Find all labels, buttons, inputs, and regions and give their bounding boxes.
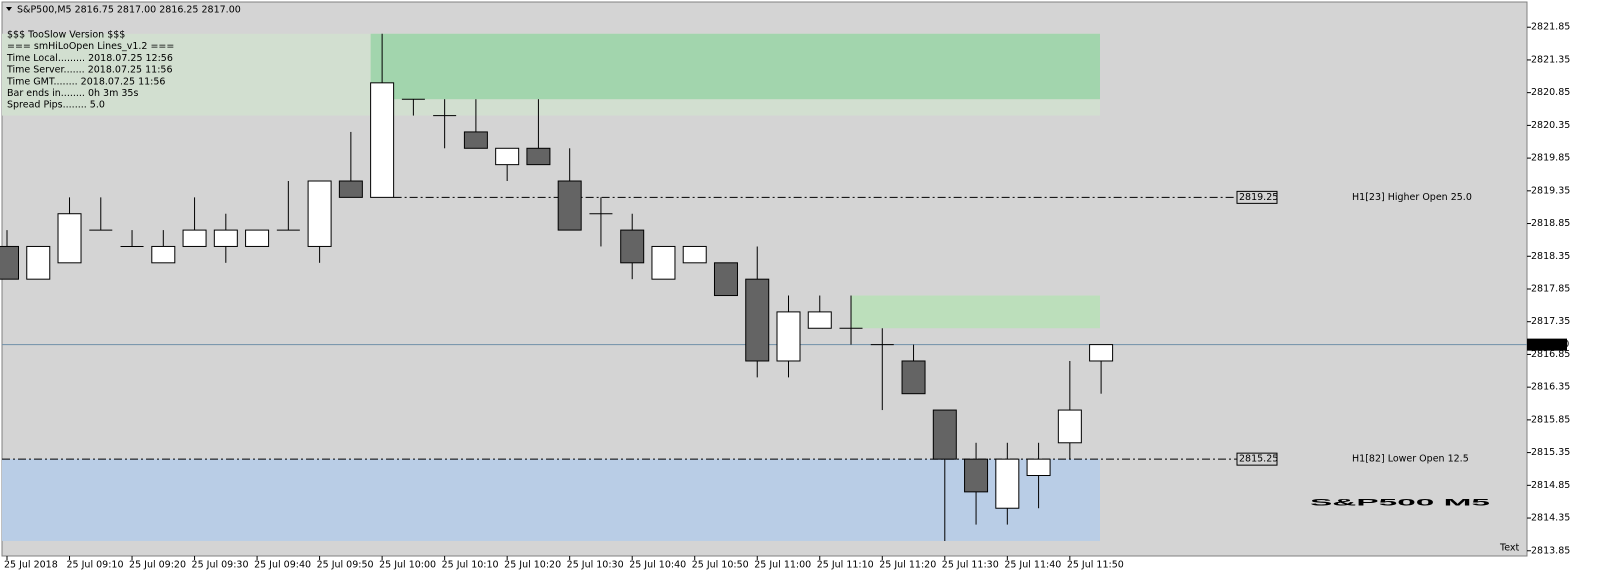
y-tick-label: 2814.85 — [1531, 480, 1570, 491]
x-tick-label: 25 Jul 10:30 — [567, 560, 624, 571]
candle-body — [307, 180, 332, 247]
level-label: H1[82] Lower Open 12.5 — [1352, 454, 1469, 465]
candle-body — [1057, 409, 1082, 444]
y-tick-label: 2819.35 — [1531, 185, 1570, 196]
candle-body — [151, 245, 176, 264]
x-tick-label: 25 Jul 11:20 — [879, 560, 936, 571]
level-value: 2815.25 — [1239, 454, 1278, 465]
level-box — [1236, 452, 1278, 466]
x-tick-label: 25 Jul 09:20 — [129, 560, 186, 571]
x-tick-label: 25 Jul 09:10 — [67, 560, 124, 571]
candle-body — [463, 131, 488, 149]
info-line: Time Local......... 2018.07.25 12:56 — [6, 53, 173, 64]
x-tick-label: 25 Jul 11:10 — [817, 560, 874, 571]
y-tick-label: 2814.35 — [1531, 513, 1570, 524]
y-tick-label: 2820.35 — [1531, 120, 1570, 131]
candle-body — [557, 180, 582, 231]
x-tick-label: 25 Jul 11:40 — [1004, 560, 1061, 571]
candle-body — [338, 180, 363, 198]
candle-body — [807, 311, 832, 329]
info-line: Bar ends in........ 0h 3m 35s — [7, 88, 138, 99]
candle-body — [526, 147, 551, 166]
x-tick-label: 25 Jul 10:20 — [504, 560, 561, 571]
x-tick-label: 25 Jul 11:50 — [1067, 560, 1124, 571]
x-tick-label: 25 Jul 10:00 — [379, 560, 436, 571]
info-line: Time Server....... 2018.07.25 11:56 — [6, 65, 173, 76]
y-tick-label: 2815.85 — [1531, 414, 1570, 425]
info-line: === smHiLoOpen Lines_v1.2 === — [7, 41, 174, 52]
y-tick-label: 2821.35 — [1531, 54, 1570, 65]
price-tag — [1527, 338, 1567, 351]
x-tick-label: 25 Jul 2018 — [4, 560, 58, 571]
candle-body — [682, 245, 707, 264]
x-tick-label: 25 Jul 09:40 — [254, 560, 311, 571]
y-tick-label: 2818.85 — [1531, 218, 1570, 229]
level-box — [1236, 190, 1278, 204]
candle-body — [964, 458, 989, 493]
y-tick-label: 2815.35 — [1531, 447, 1570, 458]
y-tick-label: 2817.85 — [1531, 283, 1570, 294]
info-line: $$$ TooSlow Version $$$ — [7, 30, 125, 41]
x-tick-label: 25 Jul 10:50 — [692, 560, 749, 571]
x-tick-label: 25 Jul 10:10 — [442, 560, 499, 571]
candle-body — [932, 409, 957, 460]
y-tick-label: 2816.85 — [1531, 349, 1570, 360]
header: S&P500,M5 2816.75 2817.00 2816.25 2817.0… — [17, 5, 241, 16]
zone — [370, 33, 1100, 100]
watermark: S&P500 M5 — [1310, 498, 1492, 509]
y-tick-label: 2818.35 — [1531, 251, 1570, 262]
zone — [2, 459, 1100, 541]
y-tick-label: 2817.35 — [1531, 316, 1570, 327]
candle-body — [713, 262, 738, 297]
x-tick-label: 25 Jul 09:30 — [192, 560, 249, 571]
x-tick-label: 25 Jul 10:40 — [629, 560, 686, 571]
candle-body — [1026, 458, 1051, 477]
x-tick-label: 25 Jul 09:50 — [317, 560, 374, 571]
candle-body — [1089, 344, 1114, 362]
candle-body — [745, 278, 770, 362]
y-tick-label: 2819.85 — [1531, 153, 1570, 164]
candle-body — [0, 245, 19, 280]
candle-body — [57, 213, 82, 264]
candle-body — [995, 458, 1020, 509]
info-line: Time GMT........ 2018.07.25 11:56 — [6, 76, 165, 87]
info-line: Spread Pips........ 5.0 — [7, 100, 105, 111]
y-tick-label: 2813.85 — [1531, 545, 1570, 556]
zone — [851, 295, 1100, 329]
level-label: H1[23] Higher Open 25.0 — [1352, 192, 1472, 203]
y-tick-label: 2820.85 — [1531, 87, 1570, 98]
candle-body — [213, 229, 238, 247]
candle-body — [651, 245, 676, 280]
menu-arrow — [6, 7, 12, 11]
y-tick-label: 2821.85 — [1531, 22, 1570, 33]
x-tick-label: 25 Jul 11:30 — [942, 560, 999, 571]
candle-body — [182, 229, 207, 247]
price-tag-label: 2817.00 — [1530, 339, 1569, 350]
candle-body — [26, 245, 51, 280]
candle-body — [370, 82, 395, 198]
corner-label: Text — [1499, 543, 1519, 554]
y-tick-label: 2816.35 — [1531, 382, 1570, 393]
x-tick-label: 25 Jul 11:00 — [754, 560, 811, 571]
candle-body — [245, 229, 270, 247]
candle-body — [901, 360, 926, 395]
candle-body — [776, 311, 801, 362]
candle-body — [620, 229, 645, 264]
candle-body — [495, 147, 520, 166]
level-value: 2819.25 — [1239, 192, 1278, 203]
